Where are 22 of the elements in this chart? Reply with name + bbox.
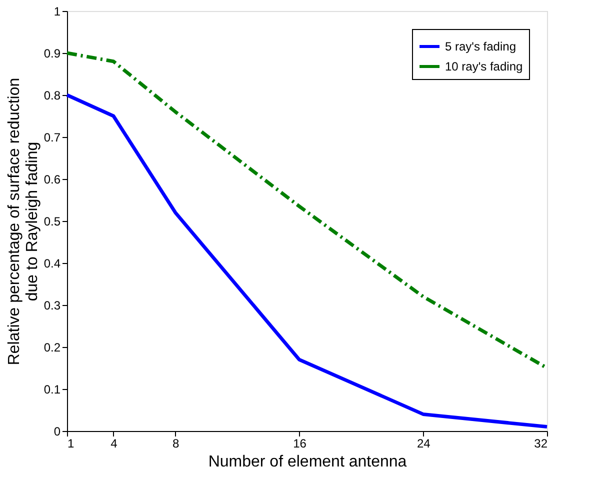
y-tick-label: 1 (54, 4, 61, 18)
x-tick-label: 16 (293, 436, 307, 450)
legend-label: 5 ray's fading (445, 40, 516, 54)
x-tick-label: 32 (534, 436, 548, 450)
y-tick-label: 0.6 (44, 172, 61, 186)
x-axis-title: Number of element antenna (208, 454, 407, 470)
line-series (65, 93, 549, 429)
x-tick-label: 4 (110, 436, 118, 450)
y-tick-label: 0.3 (44, 298, 61, 312)
legend-label: 10 ray's fading (445, 60, 523, 74)
y-tick-label: 0.4 (44, 256, 61, 270)
y-tick-label: 0.2 (44, 340, 61, 354)
x-tick-label: 8 (172, 436, 180, 450)
y-tick-label: 0.1 (44, 382, 61, 396)
y-tick-label: 0.5 (44, 214, 61, 228)
x-tick-label: 1 (68, 436, 74, 450)
y-tick-label: 0.7 (44, 130, 61, 144)
y-tick-label: 0.8 (44, 88, 61, 102)
y-tick-label: 0.9 (44, 46, 61, 60)
y-tick-label: 0 (54, 424, 61, 438)
y-axis-title: Relative percentage of surface reduction due to Rayleigh fading (6, 78, 41, 366)
x-tick-label: 24 (416, 436, 431, 450)
